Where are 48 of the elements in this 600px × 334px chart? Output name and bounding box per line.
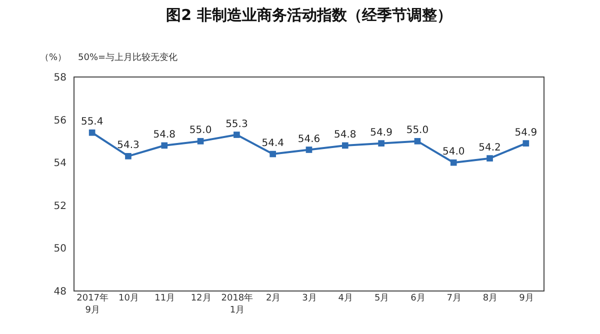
x-tick-label: 8月	[482, 294, 498, 304]
point	[125, 153, 132, 160]
x-tick-label: 10月	[118, 294, 139, 304]
text: 54.3	[117, 140, 140, 152]
text: 54.6	[298, 134, 320, 145]
x-tick-label: 7月	[446, 294, 462, 304]
text: 55.4	[80, 116, 104, 128]
point	[306, 146, 312, 153]
point	[414, 138, 421, 144]
text: 50%=与上月比较无变化	[78, 52, 178, 63]
text: 54.4	[262, 138, 284, 150]
y-tick-label: 52	[54, 200, 66, 212]
y-tick-label: 54	[54, 158, 66, 170]
point	[522, 140, 530, 147]
point	[270, 150, 276, 158]
point	[234, 132, 240, 138]
x-tick-label: 3月	[302, 294, 317, 304]
text: 54.2	[478, 142, 501, 154]
point	[486, 155, 493, 162]
x-tick-label: 11月	[154, 294, 176, 304]
y-tick-label: 56	[54, 115, 66, 126]
x-tick-label: 2月	[266, 294, 281, 304]
text: 55.0	[189, 125, 212, 136]
x-tick-label: 4月	[338, 294, 354, 304]
point	[161, 142, 168, 149]
point	[342, 142, 348, 149]
text: 54.8	[334, 129, 356, 140]
y-tick-label: 58	[54, 72, 66, 84]
text: 54.9	[370, 127, 392, 138]
x-tick-label: 12月	[190, 294, 212, 304]
text: 54.0	[442, 146, 465, 158]
x-tick-label: 2018年 1月	[221, 292, 254, 316]
chart-title: 图2 非制造业商务活动指数（经季节调整）	[166, 6, 452, 24]
text: 54.9	[514, 127, 538, 138]
point	[450, 159, 457, 166]
x-tick-label: 2017年 9月	[76, 292, 109, 316]
text: 55.3	[226, 118, 248, 130]
x-tick-label: 9月	[519, 294, 534, 304]
x-tick-label: 6月	[410, 294, 426, 304]
y-tick-label: 50	[54, 244, 66, 255]
point	[378, 140, 384, 147]
y-tick-label: 48	[54, 286, 66, 298]
text: 54.8	[153, 129, 176, 140]
text: 55.0	[406, 125, 429, 136]
y-axis-title: （%）	[40, 53, 67, 63]
point	[88, 129, 96, 136]
point	[197, 138, 204, 144]
x-tick-label: 5月	[374, 294, 390, 304]
